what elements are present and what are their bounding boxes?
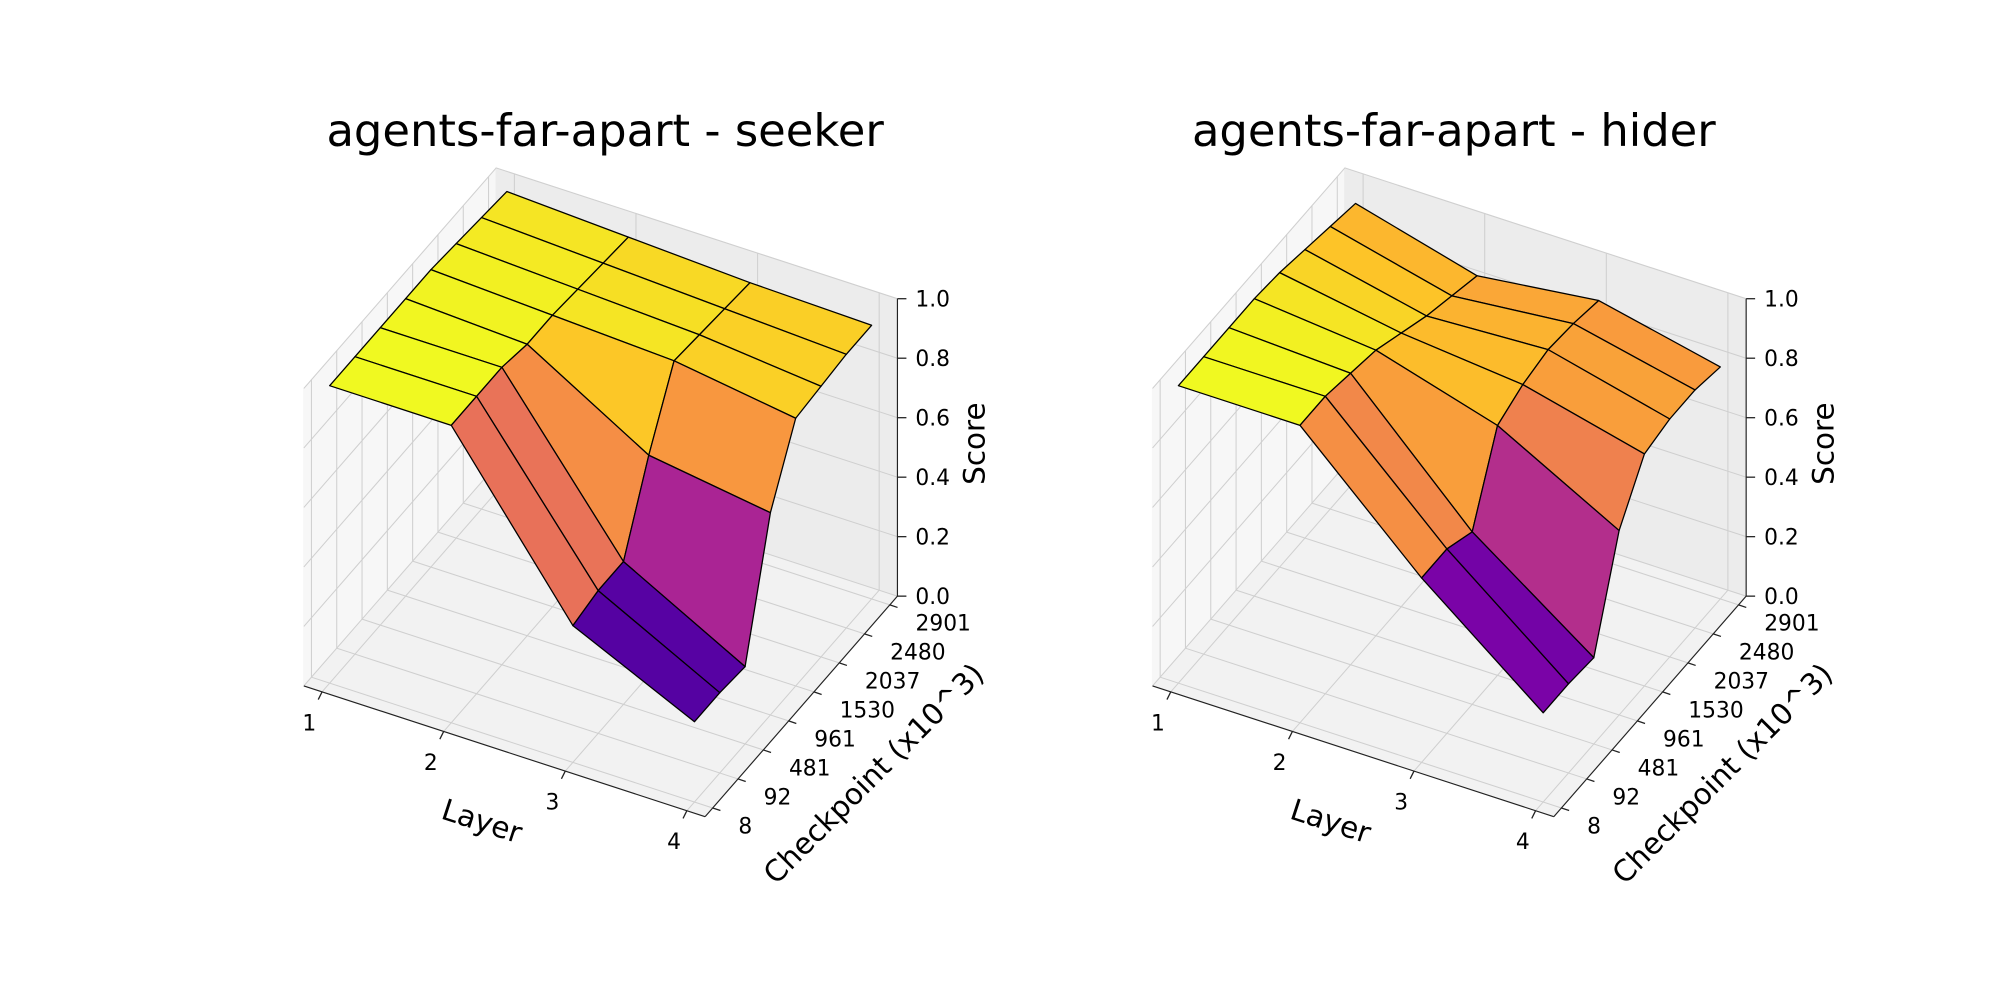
grid-line [303, 465, 497, 687]
z-tick-label: 0.2 [915, 525, 950, 550]
y-tick [1738, 604, 1747, 609]
y-tick [1611, 749, 1620, 754]
y-tick [889, 604, 898, 609]
y-axis [1553, 595, 1747, 818]
x-tick [1409, 770, 1415, 780]
z-tick-label: 1.0 [915, 287, 950, 312]
x-tick [439, 731, 445, 740]
grid-line [1535, 589, 1729, 812]
y-tick [1662, 691, 1671, 696]
grid-line [387, 589, 789, 722]
x-axis [1152, 685, 1555, 818]
y-tick-label: 8 [738, 815, 752, 840]
y-tick [813, 691, 822, 696]
grid-line [336, 647, 739, 780]
x-tick [682, 810, 688, 819]
grid-line [1344, 167, 1747, 300]
grid-line [1235, 589, 1638, 722]
y-tick-label: 481 [789, 757, 831, 782]
y-tick [1561, 807, 1570, 812]
x-tick-label: 4 [667, 830, 681, 855]
y-tick [1637, 720, 1646, 725]
y-tick [737, 778, 746, 783]
x-tick-label: 3 [546, 791, 560, 816]
z-tick-label: 0.4 [1764, 466, 1799, 491]
grid-line [303, 167, 497, 389]
surface-face [1420, 548, 1570, 714]
x-tick-label: 3 [1394, 791, 1408, 816]
y-tick-label: 1530 [1688, 699, 1743, 724]
z-axis-label: Score [1806, 402, 1840, 485]
chart-title: agents-far-apart - hider [1192, 104, 1716, 157]
x-axis-label: Layer [1286, 792, 1375, 850]
z-tick-label: 0.0 [1764, 585, 1799, 610]
y-tick-label: 2480 [1739, 641, 1794, 666]
x-tick [1166, 691, 1172, 700]
z-tick-label: 1.0 [1764, 287, 1799, 312]
y-tick [763, 749, 772, 754]
x-tick [1531, 810, 1537, 819]
y-axis [704, 595, 898, 818]
z-tick-label: 0.8 [1764, 347, 1799, 372]
y-tick-label: 2480 [890, 641, 945, 666]
surface-face [572, 589, 721, 723]
x-axis [303, 685, 706, 818]
y-tick-label: 2901 [1764, 611, 1819, 636]
z-tick-label: 0.0 [915, 585, 950, 610]
grid-line [495, 167, 898, 300]
y-tick-label: 481 [1638, 757, 1680, 782]
y-tick [1713, 633, 1722, 638]
y-tick [1586, 778, 1595, 783]
z-tick-label: 0.6 [915, 406, 950, 431]
y-tick [839, 662, 848, 667]
y-tick-label: 1530 [840, 699, 895, 724]
x-tick [1287, 731, 1293, 740]
z-tick-label: 0.8 [915, 347, 950, 372]
grid-line [1152, 465, 1346, 687]
grid-line [311, 676, 713, 809]
grid-line [361, 618, 764, 751]
z-tick-label: 0.4 [915, 466, 950, 491]
y-tick [1687, 662, 1696, 667]
chart-title: agents-far-apart - seeker [326, 104, 884, 157]
y-tick-label: 2901 [915, 611, 970, 636]
y-tick-label: 961 [814, 728, 856, 753]
grid-line [1261, 560, 1663, 693]
y-tick-label: 8 [1587, 815, 1601, 840]
x-tick [560, 770, 566, 780]
x-tick-label: 4 [1516, 830, 1530, 855]
surface-chart: agents-far-apart - seeker 1 2 3 4 8 92 481 961 15… [302, 104, 991, 890]
x-tick-label: 1 [302, 711, 316, 736]
grid-line [1185, 647, 1587, 780]
y-tick [788, 720, 797, 725]
surface-chart: agents-far-apart - hider 1 2 3 4 8 92 481 961 153… [1151, 104, 1840, 890]
grid-line [1152, 405, 1346, 627]
y-tick [712, 807, 721, 812]
y-tick-label: 92 [764, 786, 792, 811]
y-tick-label: 961 [1663, 728, 1705, 753]
grid-line [1152, 167, 1346, 389]
x-tick-label: 1 [1151, 711, 1165, 736]
z-tick-label: 0.2 [1764, 525, 1799, 550]
grid-line [1170, 470, 1364, 693]
grid-line [321, 470, 515, 693]
grid-line [686, 589, 880, 812]
y-tick-label: 2037 [1714, 670, 1769, 695]
x-axis-label: Layer [438, 792, 527, 850]
y-tick [864, 633, 873, 638]
y-tick-label: 2037 [865, 670, 920, 695]
y-tick-label: 92 [1612, 786, 1640, 811]
x-tick-label: 2 [424, 751, 438, 776]
x-tick [317, 691, 323, 700]
grid-line [1210, 618, 1613, 751]
z-axis-label: Score [958, 402, 992, 485]
grid-line [1159, 676, 1562, 809]
x-tick-label: 2 [1273, 751, 1287, 776]
z-tick-label: 0.6 [1764, 406, 1799, 431]
